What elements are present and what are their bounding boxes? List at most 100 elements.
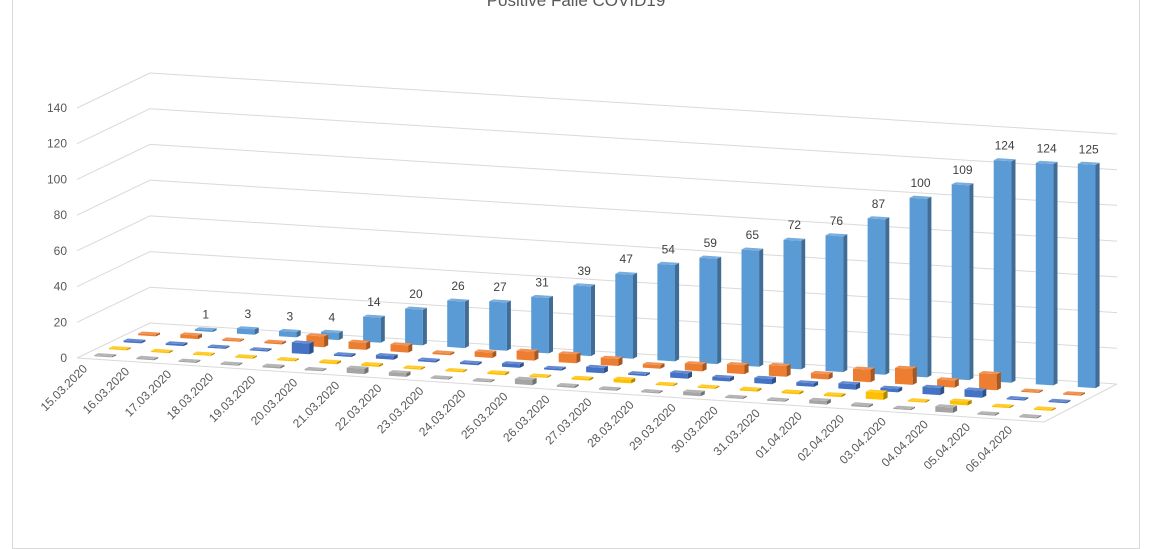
bar: [249, 347, 272, 352]
bar: [1034, 406, 1056, 411]
bar: [657, 261, 680, 362]
bar: [838, 381, 861, 390]
bar: [277, 357, 299, 362]
bar: [823, 392, 846, 398]
bar: [573, 283, 595, 357]
bar: [236, 326, 259, 335]
bar: [291, 340, 314, 355]
bar: [825, 233, 848, 373]
back-gridline: [149, 72, 1118, 135]
bar: [235, 354, 257, 359]
bar: [418, 357, 440, 363]
data-label: 39: [577, 264, 591, 278]
bar: [165, 341, 188, 347]
bar: [909, 195, 932, 378]
data-label: 1: [202, 308, 209, 322]
data-label: 26: [451, 279, 465, 293]
bar: [405, 306, 427, 346]
bar: [333, 352, 356, 357]
y-tick-label: 80: [54, 208, 68, 222]
bar: [655, 381, 678, 387]
bar: [810, 370, 833, 380]
bar: [516, 348, 539, 361]
side-gridline: [76, 322, 151, 359]
bar: [447, 298, 469, 349]
bar: [699, 255, 722, 365]
data-label: 65: [746, 228, 760, 242]
bar: [544, 365, 566, 371]
bar: [489, 299, 511, 351]
bar: [222, 337, 245, 342]
bar: [895, 365, 917, 385]
bar: [992, 403, 1014, 409]
bar: [94, 353, 117, 358]
bar: [388, 370, 411, 377]
bar: [432, 350, 455, 356]
bar: [502, 361, 524, 368]
data-label: 31: [535, 275, 549, 289]
bar: [375, 353, 398, 360]
data-label: 124: [995, 139, 1015, 153]
data-label: 47: [620, 252, 634, 266]
bar: [979, 371, 1001, 391]
bar: [262, 363, 285, 369]
bar: [180, 332, 202, 340]
bar: [363, 314, 385, 343]
bar: [1063, 391, 1085, 396]
bar: [264, 339, 287, 345]
floor-front-edge: [76, 357, 1045, 423]
bar: [768, 362, 791, 377]
bar: [430, 375, 453, 380]
bar: [600, 355, 623, 366]
bar: [796, 380, 819, 387]
y-tick-label: 20: [54, 315, 68, 329]
bar: [1021, 388, 1043, 393]
side-gridline: [76, 215, 151, 252]
data-label: 4: [329, 310, 336, 324]
data-label: 54: [662, 242, 676, 256]
bar: [783, 237, 806, 370]
bar: [390, 342, 413, 353]
bar: [151, 348, 173, 354]
bar: [474, 349, 497, 358]
bar: [514, 376, 537, 386]
bar: [993, 158, 1016, 383]
bar: [361, 362, 384, 367]
bar: [628, 371, 650, 377]
bar: [684, 361, 707, 372]
bar: [937, 377, 959, 388]
data-label: 124: [1037, 141, 1057, 155]
side-gridline: [76, 108, 151, 145]
bar: [851, 402, 873, 408]
bar: [781, 389, 804, 395]
side-gridline: [76, 143, 151, 180]
bar: [445, 368, 468, 373]
bar: [529, 373, 552, 378]
bar: [178, 358, 201, 363]
y-tick-label: 120: [47, 137, 67, 151]
bar: [853, 366, 875, 383]
bar: [907, 398, 930, 403]
bar: [893, 405, 915, 411]
data-label: 100: [910, 176, 930, 190]
bar: [1048, 398, 1071, 404]
bar: [138, 331, 160, 337]
bar: [220, 361, 243, 366]
data-label: 3: [244, 307, 251, 321]
bar: [460, 360, 482, 366]
bar: [615, 271, 638, 359]
bar: [123, 338, 146, 344]
side-gridline: [76, 286, 151, 323]
bar: [472, 378, 495, 383]
bar: [571, 375, 594, 381]
y-tick-label: 100: [47, 172, 67, 186]
bar: [767, 397, 789, 402]
bar: [346, 365, 369, 375]
y-tick-label: 60: [54, 244, 68, 258]
bar: [348, 339, 371, 350]
bar: [867, 216, 890, 375]
data-label: 76: [830, 214, 844, 228]
bar: [207, 344, 230, 349]
bar: [670, 370, 692, 379]
bar: [865, 389, 888, 400]
